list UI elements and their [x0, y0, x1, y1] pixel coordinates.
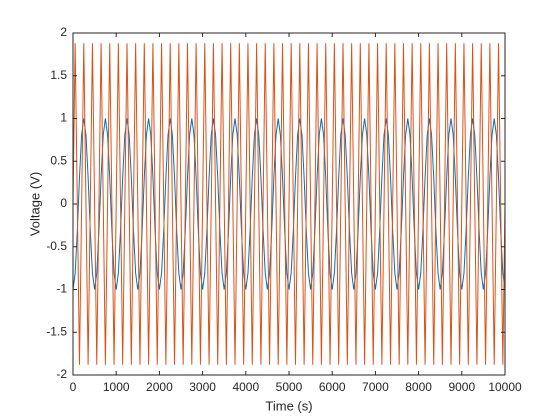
- y-axis-label: Voltage (V): [27, 172, 42, 236]
- y-tick-label: -2: [56, 367, 67, 381]
- line-series: [72, 43, 506, 365]
- x-tick-label: 4000: [232, 380, 259, 394]
- y-tick-label: -1.5: [46, 324, 67, 338]
- line-series: [72, 118, 506, 290]
- x-tick-label: 10000: [488, 380, 522, 394]
- x-tick-label: 5000: [276, 380, 303, 394]
- y-tick-label: -0.5: [46, 239, 67, 253]
- x-tick-label: 1000: [103, 380, 130, 394]
- x-tick-label: 9000: [448, 380, 475, 394]
- plot-area: [72, 43, 506, 365]
- x-tick-label: 3000: [189, 380, 216, 394]
- x-axis-label: Time (s): [265, 398, 312, 413]
- y-tick-label: 0.5: [50, 153, 67, 167]
- y-tick-label: 2: [60, 25, 67, 39]
- x-tick-label: 0: [70, 380, 77, 394]
- x-tick-label: 2000: [146, 380, 173, 394]
- x-tick-label: 8000: [405, 380, 432, 394]
- y-tick-label: 1.5: [50, 68, 67, 82]
- y-tick-label: -1: [56, 282, 67, 296]
- y-tick-label: 1: [60, 111, 67, 125]
- y-tick-label: 0: [60, 196, 67, 210]
- x-tick-label: 7000: [362, 380, 389, 394]
- x-tick-label: 6000: [319, 380, 346, 394]
